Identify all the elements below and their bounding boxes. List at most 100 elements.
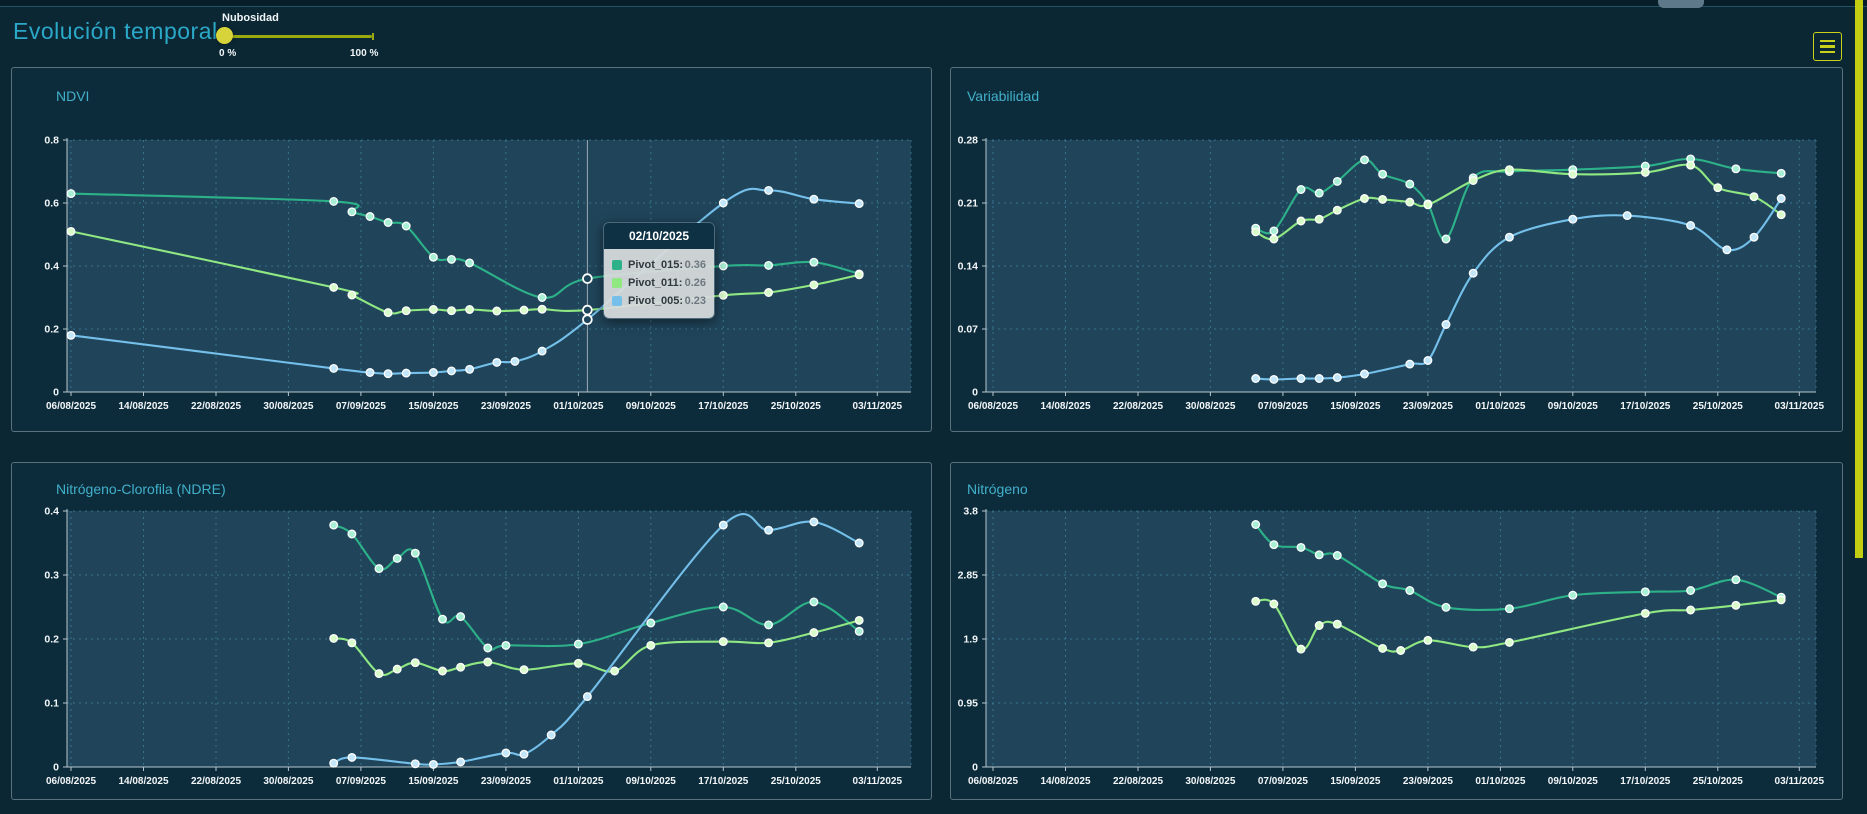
slider-label: Nubosidad <box>222 12 279 24</box>
nitrogeno-chart[interactable]: 0 0.95 1.9 2.85 3.8 06/08/2025 14/08/2025 22/08… <box>951 463 1844 801</box>
series-label: Pivot_011: <box>628 277 683 289</box>
panel-ndvi: NDVI 0 0.2 0.4 0.6 0.8 06/08/2025 14/08/2025 22… <box>11 67 932 432</box>
slider-track[interactable] <box>224 35 372 38</box>
panel-nitrogeno: Nitrógeno 0 0.95 1.9 2.85 3.8 06/08/2025 14/08… <box>950 462 1843 800</box>
svg-text:14/08/2025: 14/08/2025 <box>118 776 168 787</box>
svg-text:01/10/2025: 01/10/2025 <box>1475 401 1525 412</box>
slider-handle[interactable] <box>216 27 233 44</box>
variabilidad-chart[interactable]: 0 0.07 0.14 0.21 0.28 06/08/2025 14/08/2025 22/… <box>951 68 1844 433</box>
svg-text:0.14: 0.14 <box>958 261 979 273</box>
svg-text:01/10/2025: 01/10/2025 <box>553 776 603 787</box>
hamburger-icon <box>1820 50 1835 54</box>
menu-button[interactable] <box>1813 32 1842 61</box>
svg-text:17/10/2025: 17/10/2025 <box>698 401 748 412</box>
tooltip-row: Pivot_005: 0.23 <box>612 292 706 310</box>
chart-tooltip: 02/10/2025 Pivot_015: 0.36 Pivot_011: 0.… <box>603 222 715 319</box>
svg-text:30/08/2025: 30/08/2025 <box>1185 776 1235 787</box>
svg-text:23/09/2025: 23/09/2025 <box>481 401 531 412</box>
tooltip-date: 02/10/2025 <box>604 223 714 249</box>
svg-text:0.2: 0.2 <box>44 634 59 646</box>
svg-text:06/08/2025: 06/08/2025 <box>46 776 96 787</box>
svg-text:07/09/2025: 07/09/2025 <box>1258 401 1308 412</box>
svg-text:0.28: 0.28 <box>958 135 979 147</box>
svg-text:17/10/2025: 17/10/2025 <box>1620 776 1670 787</box>
tooltip-row: Pivot_015: 0.36 <box>612 256 706 274</box>
svg-text:0: 0 <box>972 762 978 774</box>
panel-title-ndre: Nitrógeno-Clorofila (NDRE) <box>56 481 226 497</box>
panel-title-variabilidad: Variabilidad <box>967 88 1040 104</box>
svg-text:0: 0 <box>972 387 978 399</box>
svg-text:22/08/2025: 22/08/2025 <box>1113 401 1163 412</box>
cloudiness-slider: Nubosidad 0 % 100 % <box>214 8 394 60</box>
svg-text:0.21: 0.21 <box>958 198 979 210</box>
svg-text:01/10/2025: 01/10/2025 <box>553 401 603 412</box>
svg-text:1.9: 1.9 <box>963 634 978 646</box>
svg-text:17/10/2025: 17/10/2025 <box>698 776 748 787</box>
svg-text:15/09/2025: 15/09/2025 <box>1330 776 1380 787</box>
svg-text:09/10/2025: 09/10/2025 <box>1548 401 1598 412</box>
page-title: Evolución temporal <box>13 18 218 44</box>
slider-max-label: 100 % <box>350 48 379 59</box>
hamburger-icon <box>1820 39 1835 43</box>
svg-text:0.4: 0.4 <box>44 506 59 518</box>
top-notch <box>1658 0 1704 8</box>
scrollbar[interactable] <box>1855 0 1863 558</box>
svg-text:0.2: 0.2 <box>44 324 59 336</box>
svg-text:25/10/2025: 25/10/2025 <box>771 776 821 787</box>
svg-text:01/10/2025: 01/10/2025 <box>1475 776 1525 787</box>
svg-text:0.6: 0.6 <box>44 198 59 210</box>
svg-text:23/09/2025: 23/09/2025 <box>1403 776 1453 787</box>
series-value: 0.36 <box>684 259 706 271</box>
svg-text:15/09/2025: 15/09/2025 <box>408 776 458 787</box>
hamburger-icon <box>1820 45 1835 48</box>
panel-title-ndvi: NDVI <box>56 88 90 104</box>
ndvi-chart[interactable]: 0 0.2 0.4 0.6 0.8 06/08/2025 14/08/2025 22/08/2… <box>12 68 933 433</box>
svg-text:17/10/2025: 17/10/2025 <box>1620 401 1670 412</box>
svg-text:09/10/2025: 09/10/2025 <box>626 776 676 787</box>
svg-text:22/08/2025: 22/08/2025 <box>191 776 241 787</box>
svg-text:2.85: 2.85 <box>958 570 979 582</box>
series-swatch <box>612 278 622 288</box>
svg-text:09/10/2025: 09/10/2025 <box>1548 776 1598 787</box>
svg-text:0.8: 0.8 <box>44 135 59 147</box>
svg-text:25/10/2025: 25/10/2025 <box>771 401 821 412</box>
svg-text:0.1: 0.1 <box>44 698 59 710</box>
series-value: 0.26 <box>684 277 706 289</box>
svg-text:30/08/2025: 30/08/2025 <box>1185 401 1235 412</box>
svg-text:15/09/2025: 15/09/2025 <box>408 401 458 412</box>
svg-text:30/08/2025: 30/08/2025 <box>263 401 313 412</box>
slider-track-end-tick <box>372 33 374 40</box>
svg-text:0.07: 0.07 <box>958 324 979 336</box>
svg-text:0.3: 0.3 <box>44 570 59 582</box>
series-label: Pivot_005: <box>628 295 684 307</box>
svg-text:03/11/2025: 03/11/2025 <box>1775 776 1825 787</box>
svg-text:06/08/2025: 06/08/2025 <box>968 401 1018 412</box>
svg-text:0.95: 0.95 <box>958 698 979 710</box>
svg-text:03/11/2025: 03/11/2025 <box>1775 401 1825 412</box>
series-swatch <box>612 296 622 306</box>
tooltip-body: Pivot_015: 0.36 Pivot_011: 0.26 Pivot_00… <box>604 249 714 318</box>
svg-text:14/08/2025: 14/08/2025 <box>1040 776 1090 787</box>
series-value: 0.23 <box>684 295 706 307</box>
svg-text:22/08/2025: 22/08/2025 <box>191 401 241 412</box>
svg-text:03/11/2025: 03/11/2025 <box>853 401 903 412</box>
ndre-chart[interactable]: 0 0.1 0.2 0.3 0.4 06/08/2025 14/08/2025 22/08/2… <box>12 463 933 801</box>
svg-text:30/08/2025: 30/08/2025 <box>263 776 313 787</box>
tooltip-row: Pivot_011: 0.26 <box>612 274 706 292</box>
svg-text:14/08/2025: 14/08/2025 <box>118 401 168 412</box>
svg-text:03/11/2025: 03/11/2025 <box>853 776 903 787</box>
svg-text:07/09/2025: 07/09/2025 <box>1258 776 1308 787</box>
svg-text:23/09/2025: 23/09/2025 <box>481 776 531 787</box>
svg-text:06/08/2025: 06/08/2025 <box>46 401 96 412</box>
svg-text:07/09/2025: 07/09/2025 <box>336 401 386 412</box>
svg-text:06/08/2025: 06/08/2025 <box>968 776 1018 787</box>
panel-ndre: Nitrógeno-Clorofila (NDRE) 0 0.1 0.2 0.3 0.4… <box>11 462 932 800</box>
top-strip <box>0 0 1867 7</box>
slider-min-label: 0 % <box>219 48 237 59</box>
svg-text:0.4: 0.4 <box>44 261 59 273</box>
svg-text:0: 0 <box>53 387 59 399</box>
svg-text:14/08/2025: 14/08/2025 <box>1040 401 1090 412</box>
svg-text:25/10/2025: 25/10/2025 <box>1693 776 1743 787</box>
series-swatch <box>612 260 622 270</box>
